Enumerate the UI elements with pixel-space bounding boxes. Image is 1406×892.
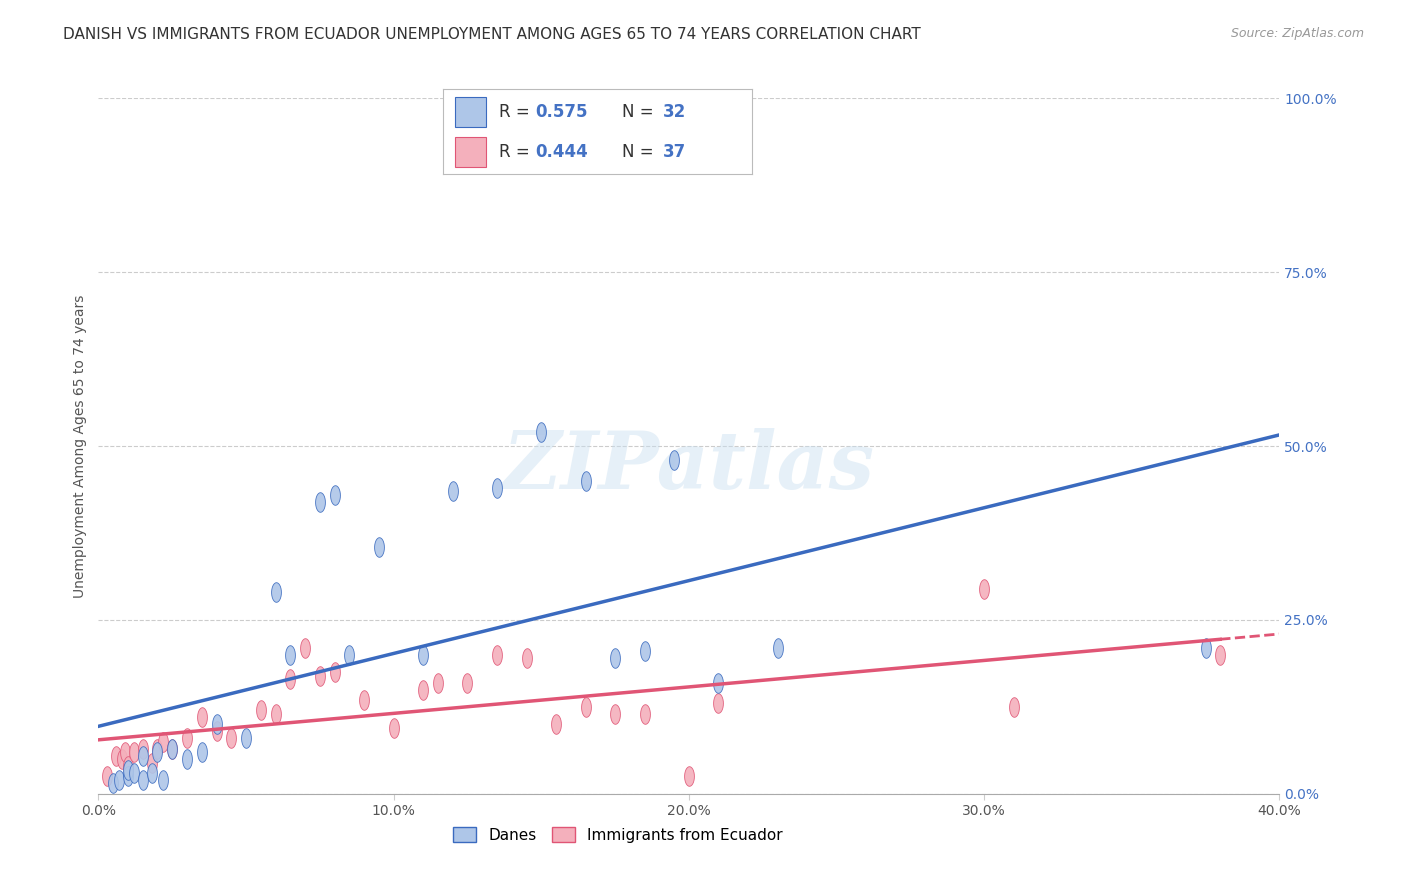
Point [605, 651, 627, 665]
Point [117, 763, 139, 777]
Point [111, 752, 134, 766]
Point [264, 585, 287, 599]
Point [122, 766, 145, 780]
Point [530, 425, 553, 439]
Point [309, 494, 332, 508]
Point [114, 745, 136, 759]
Point [309, 668, 332, 682]
Point [141, 766, 163, 780]
Point [323, 665, 346, 680]
Text: 32: 32 [662, 103, 686, 121]
Point [339, 648, 361, 662]
Point [162, 741, 183, 756]
Text: Source: ZipAtlas.com: Source: ZipAtlas.com [1230, 27, 1364, 40]
Point [103, 776, 125, 790]
Text: DANISH VS IMMIGRANTS FROM ECUADOR UNEMPLOYMENT AMONG AGES 65 TO 74 YEARS CORRELA: DANISH VS IMMIGRANTS FROM ECUADOR UNEMPL… [63, 27, 921, 42]
Text: 37: 37 [662, 143, 686, 161]
Text: 0.575: 0.575 [536, 103, 588, 121]
Point [191, 710, 214, 724]
Text: 0.444: 0.444 [536, 143, 589, 161]
Point [264, 706, 287, 721]
Point [441, 484, 464, 499]
Point [678, 769, 700, 784]
Point [294, 640, 316, 655]
Point [176, 731, 198, 746]
Point [280, 672, 302, 686]
Point [486, 481, 509, 495]
Point [162, 741, 183, 756]
Point [382, 721, 405, 735]
Point [707, 697, 730, 711]
Point [368, 540, 391, 554]
Point [152, 735, 174, 749]
Point [353, 693, 375, 707]
Point [457, 675, 479, 690]
Point [546, 717, 568, 731]
Text: N =: N = [623, 143, 659, 161]
Text: N =: N = [623, 103, 659, 121]
Point [221, 731, 243, 746]
Point [146, 741, 169, 756]
Point [280, 648, 302, 662]
Point [766, 640, 789, 655]
Point [132, 741, 155, 756]
Point [250, 703, 273, 717]
Point [205, 717, 228, 731]
Point [235, 731, 257, 746]
Text: R =: R = [499, 103, 534, 121]
Point [191, 745, 214, 759]
Point [605, 706, 627, 721]
Point [105, 748, 128, 763]
Point [707, 675, 730, 690]
Y-axis label: Unemployment Among Ages 65 to 74 years: Unemployment Among Ages 65 to 74 years [73, 294, 87, 598]
FancyBboxPatch shape [456, 136, 486, 167]
Point [1195, 640, 1218, 655]
Point [427, 675, 450, 690]
Point [486, 648, 509, 662]
Point [132, 772, 155, 787]
Point [108, 772, 131, 787]
FancyBboxPatch shape [456, 97, 486, 128]
Point [141, 756, 163, 770]
Point [575, 699, 598, 714]
Point [412, 682, 434, 697]
Point [176, 752, 198, 766]
Point [575, 474, 598, 488]
Point [1209, 648, 1232, 662]
Text: R =: R = [499, 143, 534, 161]
Point [152, 772, 174, 787]
Point [117, 769, 139, 784]
Text: ZIPatlas: ZIPatlas [503, 428, 875, 506]
Point [132, 748, 155, 763]
Point [634, 706, 657, 721]
Point [205, 724, 228, 739]
Point [412, 648, 434, 662]
Point [117, 759, 139, 773]
Point [122, 745, 145, 759]
Point [1002, 699, 1025, 714]
Point [973, 582, 995, 596]
Point [323, 488, 346, 502]
Legend: Danes, Immigrants from Ecuador: Danes, Immigrants from Ecuador [447, 821, 789, 849]
Point [146, 745, 169, 759]
Point [516, 651, 538, 665]
Point [664, 453, 686, 467]
Point [96, 769, 118, 784]
Point [634, 644, 657, 658]
